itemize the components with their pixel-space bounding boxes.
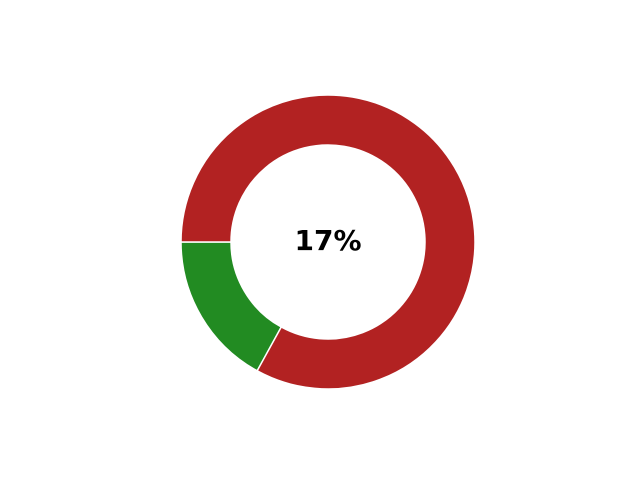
donut-slices <box>180 94 476 390</box>
donut-slice-1 <box>180 94 476 390</box>
donut-slice-0 <box>180 241 283 372</box>
center-percentage-label: 17% <box>294 224 361 257</box>
